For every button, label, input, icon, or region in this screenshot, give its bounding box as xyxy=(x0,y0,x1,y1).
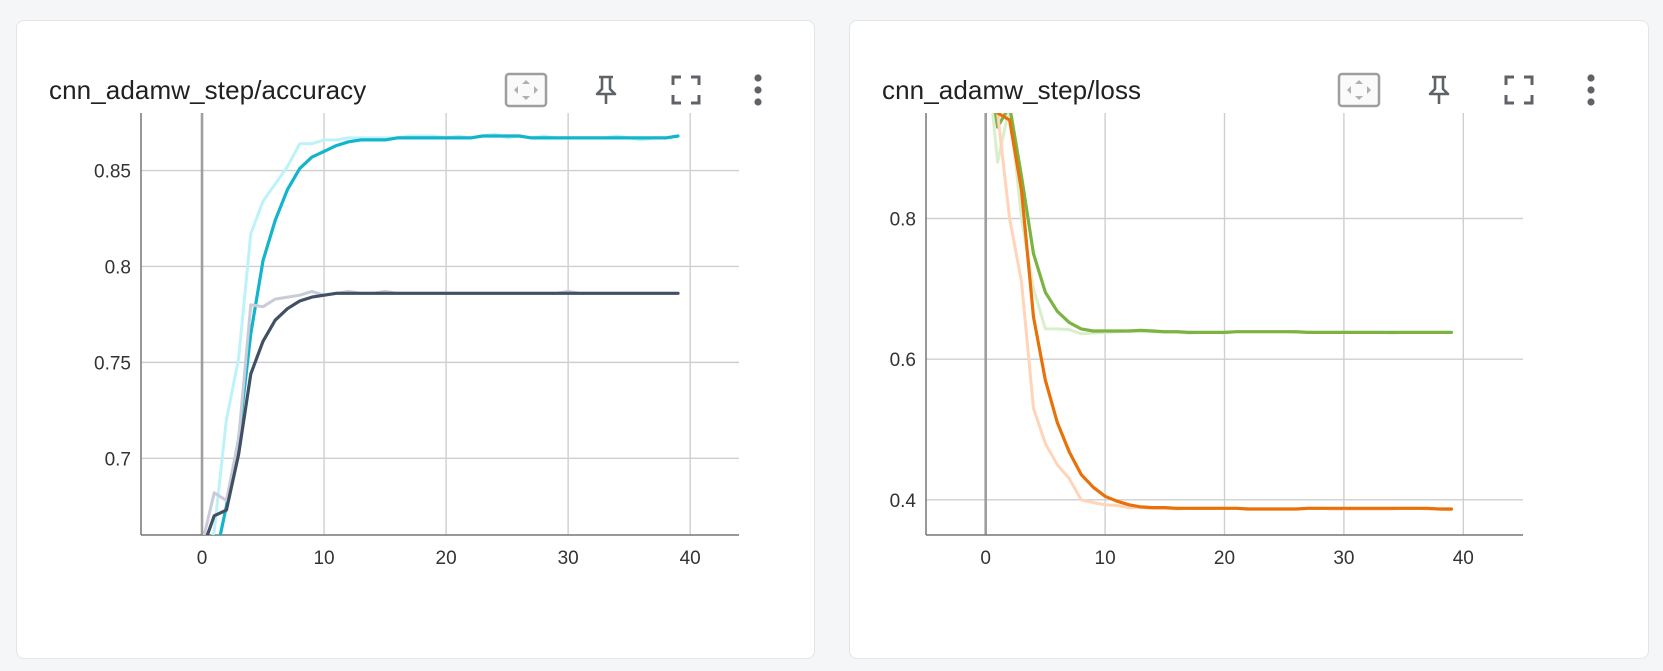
series-group xyxy=(986,43,1454,512)
loss-chart-card: cnn_adamw_step/loss 0.4 0.6 0.8 0 10 20 30 40 xyxy=(849,20,1649,659)
series-group xyxy=(202,132,680,593)
x-tick-label: 40 xyxy=(680,548,701,569)
y-tick-label: 0.7 xyxy=(105,449,131,470)
x-tick-label: 20 xyxy=(1214,548,1235,569)
x-tick-label: 30 xyxy=(558,548,579,569)
more-vert-icon[interactable] xyxy=(744,67,772,113)
y-tick-label: 0.6 xyxy=(890,350,916,371)
x-tick-label: 0 xyxy=(197,548,208,569)
x-tick-label: 20 xyxy=(436,548,457,569)
y-tick-label: 0.85 xyxy=(94,162,131,183)
accuracy-chart-card: cnn_adamw_step/accuracy 0.7 0.75 0.8 0.85 0 1… xyxy=(16,20,815,659)
raw-series-line[interactable] xyxy=(986,43,1453,336)
x-tick-label: 10 xyxy=(1095,548,1116,569)
fullscreen-icon[interactable] xyxy=(663,67,709,113)
raw-series-line[interactable] xyxy=(202,132,680,569)
accuracy-line-chart: 0.7 0.75 0.8 0.85 0 10 20 30 40 xyxy=(94,113,739,593)
more-vert-icon[interactable] xyxy=(1577,67,1605,113)
x-tick-label: 30 xyxy=(1333,548,1354,569)
loss-line-chart: 0.4 0.6 0.8 0 10 20 30 40 xyxy=(890,43,1523,569)
pin-icon[interactable] xyxy=(583,67,629,113)
smoothed-series-line[interactable] xyxy=(202,291,680,550)
chart-title: cnn_adamw_step/loss xyxy=(882,75,1142,105)
y-tick-label: 0.4 xyxy=(890,491,917,512)
raw-series-line[interactable] xyxy=(986,64,1453,512)
smoothed-series-line[interactable] xyxy=(986,43,1454,334)
x-tick-label: 0 xyxy=(980,548,991,569)
x-tick-label: 40 xyxy=(1453,548,1474,569)
fullscreen-icon[interactable] xyxy=(1496,67,1542,113)
smoothed-series-line[interactable] xyxy=(986,78,1454,511)
smoothed-series-line[interactable] xyxy=(202,134,680,593)
y-tick-label: 0.75 xyxy=(94,353,131,374)
x-tick-label: 10 xyxy=(313,548,334,569)
y-tick-label: 0.8 xyxy=(105,257,131,278)
chart-title: cnn_adamw_step/accuracy xyxy=(49,75,367,105)
pin-icon[interactable] xyxy=(1416,67,1462,113)
raw-series-line[interactable] xyxy=(202,289,680,544)
fit-domain-icon[interactable] xyxy=(503,67,549,113)
fit-domain-icon[interactable] xyxy=(1336,67,1382,113)
y-tick-label: 0.8 xyxy=(890,210,916,231)
